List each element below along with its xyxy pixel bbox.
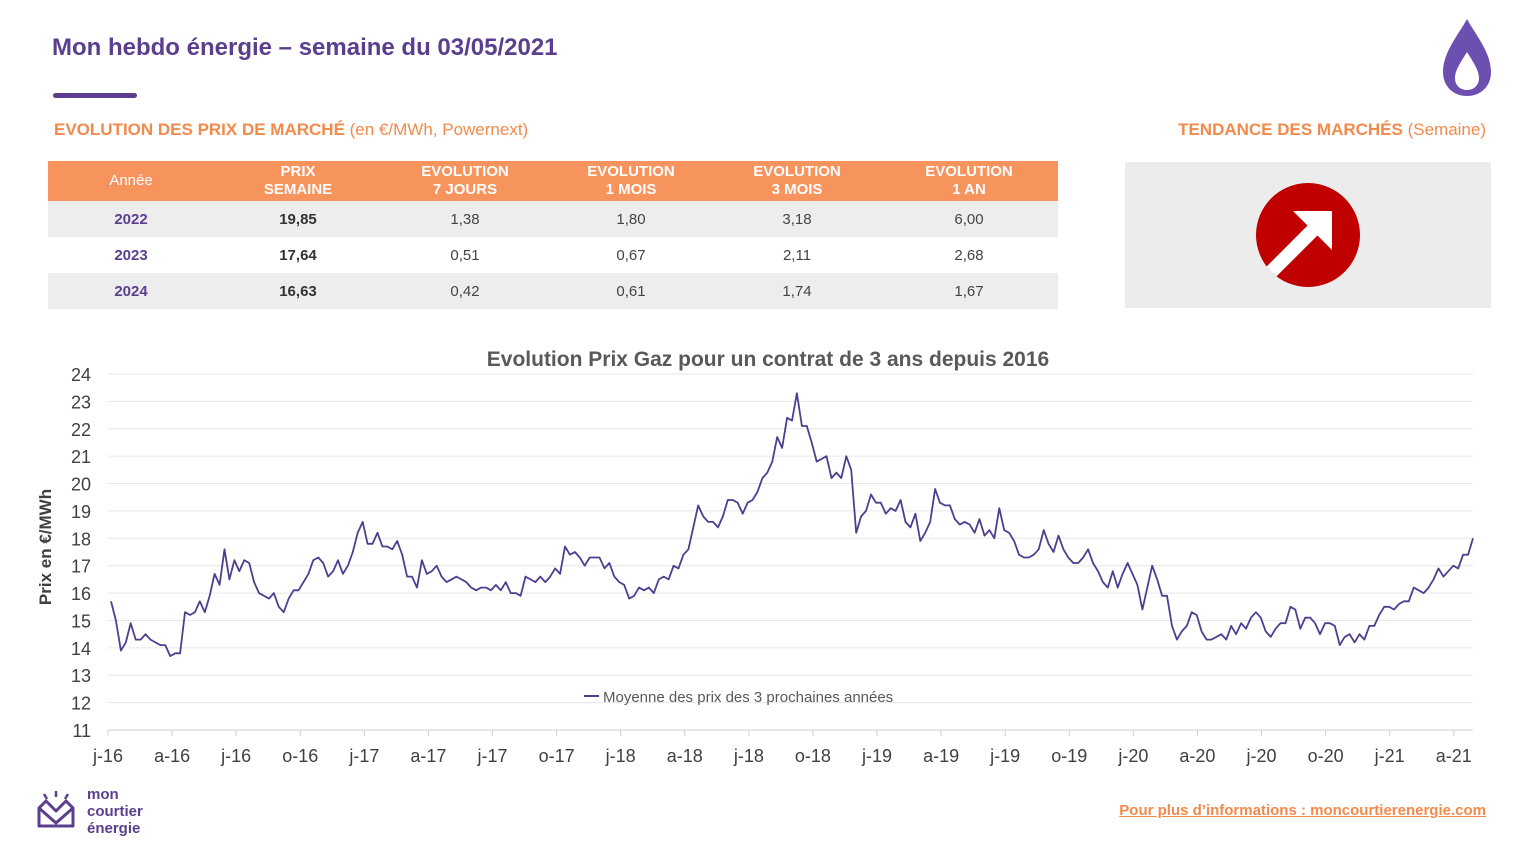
y-axis-label: Prix en €/MWh [36, 489, 55, 605]
chart-gridlines [108, 373, 1473, 704]
cell-ev1m: 0,61 [548, 273, 714, 309]
x-tick-label: j-19 [861, 746, 892, 766]
y-tick-label: 14 [71, 639, 91, 659]
chart-series [110, 392, 1474, 658]
x-tick-label: j-20 [1246, 746, 1277, 766]
arrow-up-right-icon [1256, 183, 1360, 287]
page-title: Mon hebdo énergie – semaine du 03/05/202… [52, 34, 558, 61]
x-tick-label: o-20 [1308, 746, 1344, 766]
cell-ev1m: 1,80 [548, 201, 714, 237]
x-tick-label: j-17 [348, 746, 379, 766]
y-tick-label: 11 [72, 721, 91, 741]
table-row: 2022 19,85 1,38 1,80 3,18 6,00 [48, 201, 1058, 237]
cell-year: 2024 [48, 273, 214, 309]
cell-ev1y: 6,00 [880, 201, 1058, 237]
column-header-ev3m: EVOLUTION 3 MOIS [714, 161, 880, 201]
y-tick-label: 23 [71, 392, 91, 412]
x-tick-label: j-17 [476, 746, 507, 766]
footer-info-link[interactable]: Pour plus d’informations : moncourtieren… [1119, 802, 1486, 819]
price-table: Année PRIX SEMAINE EVOLUTION 7 JOURS EVOLU… [48, 161, 1058, 309]
flame-icon [1443, 19, 1491, 96]
y-tick-label: 19 [71, 502, 91, 522]
trend-box [1125, 162, 1491, 308]
column-header-price: PRIX SEMAINE [214, 161, 382, 201]
cell-ev1m: 0,67 [616, 246, 646, 264]
column-header-ev7d: EVOLUTION 7 JOURS [382, 161, 548, 201]
x-tick-label: a-18 [667, 746, 703, 766]
logo-text: mon courtier énergie [87, 786, 143, 837]
x-tick-label: j-18 [733, 746, 764, 766]
trend-section-title: TENDANCE DES MARCHÉS (Semaine) [1178, 120, 1486, 139]
y-tick-label: 13 [71, 666, 91, 686]
y-tick-label: 22 [71, 420, 91, 440]
column-header-ev1m: EVOLUTION 1 MOIS [548, 161, 714, 201]
x-tick-label: a-17 [410, 746, 446, 766]
y-tick-label: 15 [71, 611, 91, 631]
x-tick-label: o-18 [795, 746, 831, 766]
x-axis-ticks: j-16 a-16 j-16 o-16 j-17 a-17 j-17 o-17 j-18 a-18… [92, 730, 1472, 766]
cell-ev3m: 3,18 [714, 201, 880, 237]
y-tick-label: 17 [71, 557, 91, 577]
y-tick-label: 24 [71, 365, 91, 385]
x-tick-label: j-21 [1374, 746, 1405, 766]
x-tick-label: j-19 [989, 746, 1020, 766]
column-header-year: Année [48, 161, 214, 201]
title-underline [53, 93, 137, 98]
cell-ev7d: 0,51 [450, 246, 480, 264]
table-row: 2024 16,63 0,42 0,61 1,74 1,67 [48, 273, 1058, 309]
x-tick-label: j-20 [1117, 746, 1148, 766]
x-tick-label: a-21 [1436, 746, 1472, 766]
x-tick-label: o-16 [282, 746, 318, 766]
cell-year: 2022 [48, 201, 214, 237]
x-tick-label: j-18 [605, 746, 636, 766]
x-tick-label: j-16 [92, 746, 123, 766]
x-tick-label: a-16 [154, 746, 190, 766]
column-header-ev1y: EVOLUTION 1 AN [880, 161, 1058, 201]
cell-price: 19,85 [214, 201, 382, 237]
x-tick-label: o-17 [539, 746, 575, 766]
cell-price: 17,64 [279, 246, 317, 264]
cell-ev3m: 1,74 [714, 273, 880, 309]
series-line [110, 392, 1474, 658]
cell-ev1y: 1,67 [880, 273, 1058, 309]
cell-ev7d: 1,38 [382, 201, 548, 237]
x-tick-label: a-20 [1179, 746, 1215, 766]
legend-label: Moyenne des prix des 3 prochaines années [603, 689, 893, 706]
y-tick-label: 20 [71, 475, 91, 495]
gas-price-chart: Evolution Prix Gaz pour un contrat de 3 … [36, 348, 1474, 766]
cell-year: 2023 [114, 246, 148, 264]
table-header-row: Année PRIX SEMAINE EVOLUTION 7 JOURS EVOLU… [48, 161, 1058, 201]
x-tick-label: j-16 [220, 746, 251, 766]
cell-ev7d: 0,42 [382, 273, 548, 309]
chart-legend: Moyenne des prix des 3 prochaines années [584, 689, 893, 706]
market-prices-section-title: EVOLUTION DES PRIX DE MARCHÉ (en €/MWh, … [54, 120, 529, 139]
x-tick-label: a-19 [923, 746, 959, 766]
cell-ev1y: 2,68 [954, 246, 984, 264]
y-tick-label: 12 [71, 694, 91, 714]
chart-title: Evolution Prix Gaz pour un contrat de 3 … [487, 348, 1049, 371]
x-tick-label: o-19 [1051, 746, 1087, 766]
logo-icon [37, 791, 75, 828]
table-row: 2023 17,64 0,51 0,67 2,11 2,68 [48, 237, 1058, 273]
cell-price: 16,63 [214, 273, 382, 309]
y-tick-label: 18 [71, 529, 91, 549]
cell-ev3m: 2,11 [782, 246, 812, 264]
y-axis-ticks: 11 12 13 14 15 16 17 18 19 20 21 22 23 24 [71, 365, 91, 741]
y-tick-label: 21 [71, 447, 91, 467]
y-tick-label: 16 [71, 584, 91, 604]
